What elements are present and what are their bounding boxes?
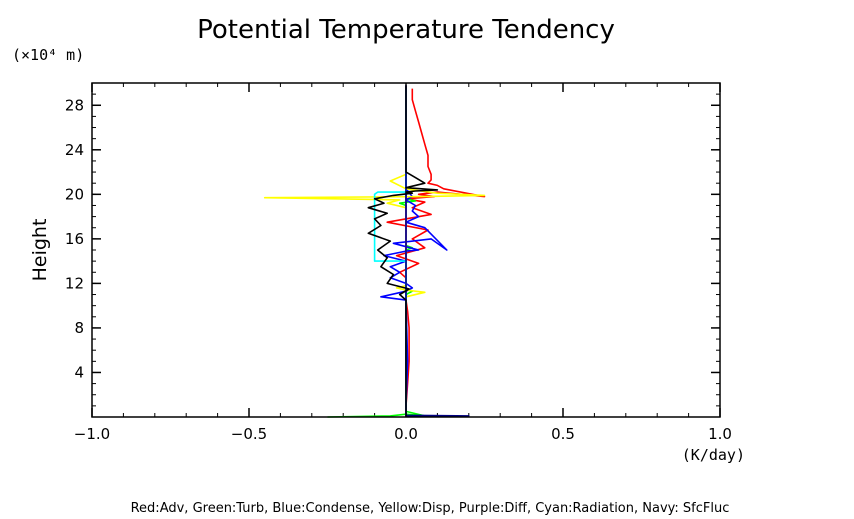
plot-frame [91,82,721,418]
x-unit-label: (K/day) [682,446,745,464]
y-tick-label: 24 [65,141,84,159]
series-line-disp [263,88,486,417]
x-tick-label: 0.5 [551,425,575,443]
series-line-turb [327,88,426,418]
y-axis-label: Height [29,219,51,282]
y-tick-label: 28 [65,96,84,114]
y-tick-label: 20 [65,185,84,203]
y-tick-label: 12 [65,274,84,292]
y-unit-label: (×10⁴ m) [12,46,84,64]
y-tick-label: 4 [74,363,84,381]
x-tick-label: −1.0 [74,425,110,443]
x-tick-label: 0.0 [394,425,418,443]
legend-text: Red:Adv, Green:Turb, Blue:Condense, Yell… [131,501,730,516]
y-tick-label: 8 [74,319,84,337]
plot-area: −1.0 −0.5 0.0 0.5 1.0 4 8 12 16 20 24 28 [65,82,732,443]
y-tick-label: 16 [65,230,84,248]
x-tick-label: 1.0 [708,425,732,443]
series-line-total [367,85,439,417]
x-tick-label: −0.5 [231,425,267,443]
chart-title: Potential Temperature Tendency [197,15,615,45]
series-line-adv [386,88,486,417]
series-line-condense [380,88,448,417]
